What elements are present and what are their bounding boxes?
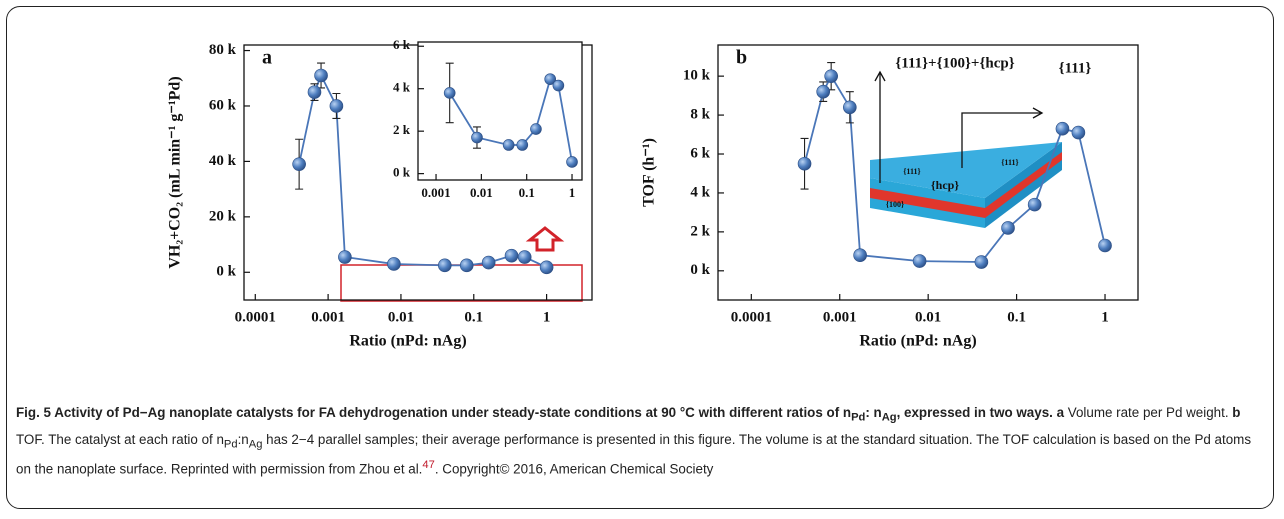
data-point: [292, 157, 306, 171]
nanoplate-illustration: [870, 70, 1062, 228]
x-tick-label: 1: [1101, 309, 1109, 325]
data-point: [314, 68, 328, 83]
caption-subscript: Pd: [851, 411, 866, 424]
x-tick-label: 0.01: [470, 185, 493, 200]
y-tick-label: 6 k: [690, 145, 710, 161]
data-point: [307, 85, 322, 99]
data-point: [816, 84, 830, 99]
data-point: [504, 248, 519, 263]
data-point: [552, 79, 565, 92]
x-tick-label: 0.1: [464, 309, 483, 325]
caption-text: TOF. The catalyst at each ratio of n: [16, 431, 224, 447]
caption-text: : n: [865, 405, 882, 420]
data-point: [544, 73, 556, 85]
annotation: {111}+{100}+{hcp}: [895, 55, 1014, 71]
inset-frame: [417, 41, 583, 181]
data-point: [1098, 238, 1112, 253]
y-tick-label: 4 k: [690, 184, 710, 200]
x-tick-label: 0.1: [1007, 309, 1026, 325]
caption-text: . Copyright© 2016, American Chemical Soc…: [434, 461, 714, 477]
y-tick-label: 2 k: [690, 223, 710, 239]
x-tick-label: 1: [543, 309, 551, 325]
x-tick-label: 0.0001: [235, 309, 276, 325]
figure-caption: Fig. 5 Activity of Pd−Ag nanoplate catal…: [16, 402, 1268, 480]
annotation: {111}: [1001, 158, 1018, 167]
x-tick-label: 0.001: [311, 309, 345, 325]
y-tick-label: 0 k: [216, 264, 236, 280]
caption-text: , expressed in two ways.: [896, 405, 1053, 420]
data-point: [566, 156, 578, 168]
y-axis-label: VH₂+CO₂ (mL min⁻¹ g⁻¹Pd): [167, 76, 184, 268]
data-point: [824, 69, 838, 83]
data-point: [437, 258, 452, 273]
caption-text: has 2−4 parallel samples; their average …: [16, 431, 1252, 477]
data-point: [517, 250, 532, 264]
data-point: [530, 123, 542, 135]
data-point: [912, 254, 927, 268]
y-tick-label: 60 k: [209, 97, 237, 113]
x-axis-label: Ratio (nPd: nAg): [349, 333, 466, 350]
y-tick-label: 20 k: [209, 208, 237, 224]
data-point: [459, 258, 474, 273]
x-tick-label: 0.001: [823, 309, 857, 325]
caption-subscript: Pd: [223, 438, 238, 451]
caption-subscript: Ag: [248, 438, 263, 451]
y-tick-label: 0 k: [393, 165, 411, 180]
x-tick-label: 0.1: [519, 185, 535, 200]
figure: 0 k 20 k 40 k 60 k 80 k 0.0001 0.001 0.01 0.1 1 a R…: [167, 37, 1139, 350]
caption-reference: 47: [422, 459, 435, 472]
annotation: {hcp}: [931, 178, 959, 192]
data-point: [1001, 221, 1015, 235]
data-point: [974, 255, 989, 269]
data-point: [516, 139, 529, 151]
y-tick-label: 8 k: [690, 107, 710, 123]
y-tick-label: 2 k: [393, 122, 411, 137]
data-point: [329, 99, 344, 113]
x-tick-label: 0.001: [421, 185, 450, 200]
panel-label: a: [262, 47, 272, 69]
data-point: [471, 131, 483, 144]
annotation: {100}: [886, 200, 904, 209]
data-point: [481, 255, 496, 270]
y-axis-label: TOF (h⁻¹): [641, 138, 658, 207]
data-point: [797, 156, 812, 171]
y-tick-label: 0 k: [690, 262, 710, 278]
data-point: [387, 257, 401, 271]
data-point: [1055, 121, 1070, 136]
caption-text: b: [1232, 405, 1241, 420]
data-point: [1027, 197, 1042, 212]
data-point: [443, 87, 456, 99]
x-tick-label: 0.0001: [731, 309, 772, 325]
caption-text: Volume rate per Pd weight.: [1064, 405, 1233, 420]
data-point: [502, 139, 515, 151]
panel-label: b: [736, 47, 747, 69]
x-tick-label: 0.01: [915, 309, 941, 325]
data-point: [539, 260, 554, 275]
annotation: {111}: [1059, 60, 1092, 76]
zoom-arrow: [525, 226, 565, 252]
x-axis-label: Ratio (nPd: nAg): [859, 333, 976, 350]
caption-text: :n: [237, 431, 249, 447]
x-tick-label: 1: [569, 185, 576, 200]
x-tick-label: 0.01: [388, 309, 414, 325]
y-tick-label: 6 k: [393, 37, 411, 52]
data-point: [1071, 125, 1086, 140]
caption-subscript: Ag: [881, 411, 897, 424]
caption-text: a: [1052, 405, 1065, 420]
y-tick-label: 10 k: [683, 68, 711, 84]
y-tick-label: 40 k: [209, 153, 237, 169]
y-tick-label: 4 k: [393, 80, 411, 95]
caption-text: Fig. 5 Activity of Pd−Ag nanoplate catal…: [16, 405, 852, 420]
data-point: [338, 250, 352, 264]
data-point: [853, 248, 867, 263]
figure-frame: [6, 6, 1274, 509]
data-point: [843, 100, 857, 115]
y-tick-label: 80 k: [209, 42, 237, 58]
annotation: {111}: [903, 167, 920, 176]
